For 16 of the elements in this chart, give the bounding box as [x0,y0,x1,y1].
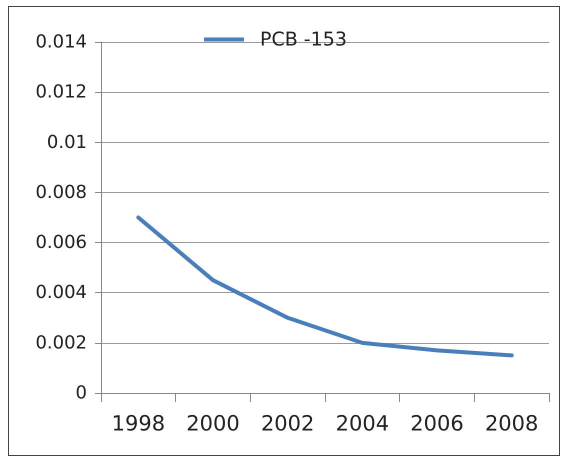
y-tick-label: 0.004 [35,282,87,304]
x-tick-label: 2002 [260,412,314,436]
x-tick-label: 1998 [112,412,166,436]
x-tick-label: 2008 [484,412,538,436]
legend-label: PCB -153 [260,28,347,50]
x-tick-label: 2004 [336,412,390,436]
line-series [136,216,514,358]
y-tick-label: 0.008 [35,182,87,203]
x-tick-label: 2006 [410,412,464,436]
x-tick-label: 2000 [186,412,240,436]
y-tick-label: 0.014 [35,32,87,52]
y-tick-label: 0.012 [35,82,87,103]
y-tick-label: 0.006 [35,232,87,254]
y-tick-label: 0.01 [46,132,87,153]
y-tick-label: 0 [76,382,87,404]
y-tick-label: 0.002 [35,332,87,354]
